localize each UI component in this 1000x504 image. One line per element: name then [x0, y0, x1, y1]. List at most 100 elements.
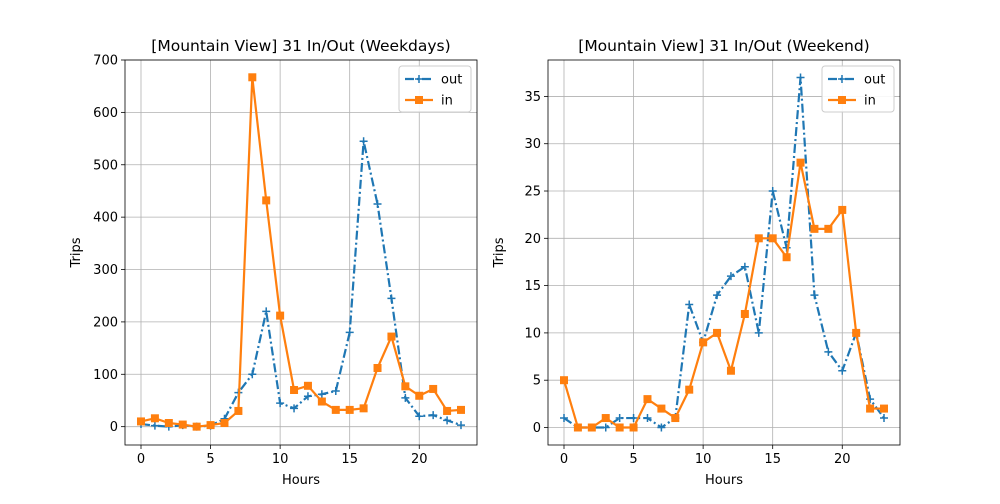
chart2-y-tick-label: 35 [524, 90, 541, 105]
chart1-out-point [248, 370, 257, 379]
chart2-in-point [643, 395, 652, 404]
chart2-y-tick-label: 20 [524, 232, 541, 247]
chart2-in-point [560, 376, 568, 385]
chart2-legend-out-label: out [864, 73, 885, 88]
chart2-legend-out-marker [838, 75, 846, 83]
chart2-in-point [866, 404, 875, 413]
chart1-out-point [345, 328, 354, 337]
chart2-out-point [713, 291, 722, 300]
chart2-legend-in-label: in [864, 94, 876, 109]
chart2-in-point [796, 158, 805, 167]
chart1-in-point [331, 405, 340, 414]
chart2-out-point [768, 187, 777, 196]
chart2-out-point [838, 366, 847, 375]
chart1-in-point [150, 414, 159, 423]
chart1-legend-in-marker [415, 96, 423, 104]
chart2-out-point [880, 414, 888, 423]
chart2-in-point [824, 224, 833, 233]
chart2-in-point [810, 224, 819, 233]
chart1-in-point [178, 420, 187, 429]
chart2-x-tick-label: 20 [834, 452, 851, 467]
chart1-y-tick-label: 100 [93, 368, 118, 383]
chart2-in-point [657, 404, 666, 413]
chart1-in-point [234, 406, 243, 415]
chart1-out-point [457, 421, 465, 430]
chart2-y-tick-label: 30 [524, 137, 541, 152]
chart1-in-point [303, 381, 312, 390]
chart2-out-point [685, 300, 694, 309]
chart1-x-tick-label: 15 [341, 452, 358, 467]
chart1-legend-out-marker [415, 75, 423, 83]
chart2-out-point [810, 291, 819, 300]
chart2-group: 0 5 10 15 20 0 5 10 15 20 25 30 35 [Mountain View] 31… [492, 37, 901, 488]
chart2-in-point [615, 423, 624, 432]
chart1-x-tick-label: 10 [272, 452, 289, 467]
chart2-series-out-line [563, 76, 885, 429]
chart2-out-point [740, 262, 749, 271]
chart1-x-tick-label: 5 [206, 452, 214, 467]
chart2-in-point [782, 253, 791, 262]
chart1-axes-frame [124, 59, 478, 446]
chart2-out-point [824, 347, 833, 356]
chart1-out-point [276, 399, 285, 408]
chart2-in-point [685, 385, 694, 394]
chart2-out-point [657, 423, 666, 432]
chart1-in-point [401, 382, 410, 391]
chart1-y-tick-label: 400 [93, 211, 118, 226]
chart2-x-tick-label: 0 [560, 452, 568, 467]
chart1-y-tick-label: 600 [93, 106, 118, 121]
chart2-y-tick-label: 5 [533, 374, 541, 389]
chart1-out-point [262, 307, 271, 316]
chart2-axes-frame [547, 59, 901, 446]
chart1-in-point [359, 404, 368, 413]
chart2-out-point [560, 414, 568, 423]
chart2-in-point [713, 328, 722, 337]
chart2-x-axis-label: Hours [705, 473, 743, 488]
chart1-series-out-line [140, 140, 462, 428]
chart1-in-point [415, 391, 424, 400]
chart1-out-point [387, 294, 396, 303]
chart1-out-point [317, 390, 326, 399]
chart2-in-point [852, 328, 861, 337]
chart1-in-point [220, 419, 229, 427]
chart1-in-point [262, 196, 271, 205]
chart2-in-point [573, 423, 582, 432]
chart1-in-point [317, 397, 326, 406]
chart2-y-tick-label: 10 [524, 326, 541, 341]
chart2-in-point [629, 423, 638, 432]
chart1-y-tick-label: 500 [93, 158, 118, 173]
chart1-out-point [415, 412, 424, 421]
chart1-in-point [192, 422, 201, 431]
chart2-out-point [615, 414, 624, 423]
chart2-x-tick-label: 15 [764, 452, 781, 467]
chart1-x-tick-label: 0 [137, 452, 145, 467]
chart1-in-point [137, 417, 145, 426]
chart2-in-point [838, 205, 847, 214]
chart1-in-point [443, 406, 452, 415]
chart2-legend-in-marker [838, 96, 846, 104]
chart2-y-tick-label: 15 [524, 279, 541, 294]
chart1-out-point [290, 404, 299, 413]
chart2-in-point [671, 414, 680, 423]
chart1-in-point [290, 386, 299, 394]
chart2-in-point [768, 234, 777, 243]
chart1-out-point [429, 411, 438, 420]
chart1-x-tick-label: 20 [411, 452, 428, 467]
chart1-out-point [359, 137, 368, 146]
chart2-in-point [699, 338, 708, 347]
chart2-y-tick-label: 0 [533, 421, 541, 436]
chart1-in-point [248, 73, 257, 82]
chart2-in-point [880, 404, 888, 413]
chart1-group: 0 5 10 15 200100200300400500600700[Mountain … [69, 37, 478, 488]
chart1-y-tick-label: 700 [93, 54, 118, 69]
chart1-out-point [443, 416, 452, 425]
chart1-legend-in-label: in [441, 94, 453, 109]
chart1-title: [Mountain View] 31 In/Out (Weekdays) [151, 37, 450, 55]
chart2-in-point [587, 423, 596, 432]
chart1-out-point [373, 200, 382, 209]
chart2-x-tick-label: 5 [629, 452, 637, 467]
chart1-out-point [401, 393, 410, 402]
chart1-in-point [276, 311, 285, 320]
chart1-out-point [331, 387, 340, 396]
